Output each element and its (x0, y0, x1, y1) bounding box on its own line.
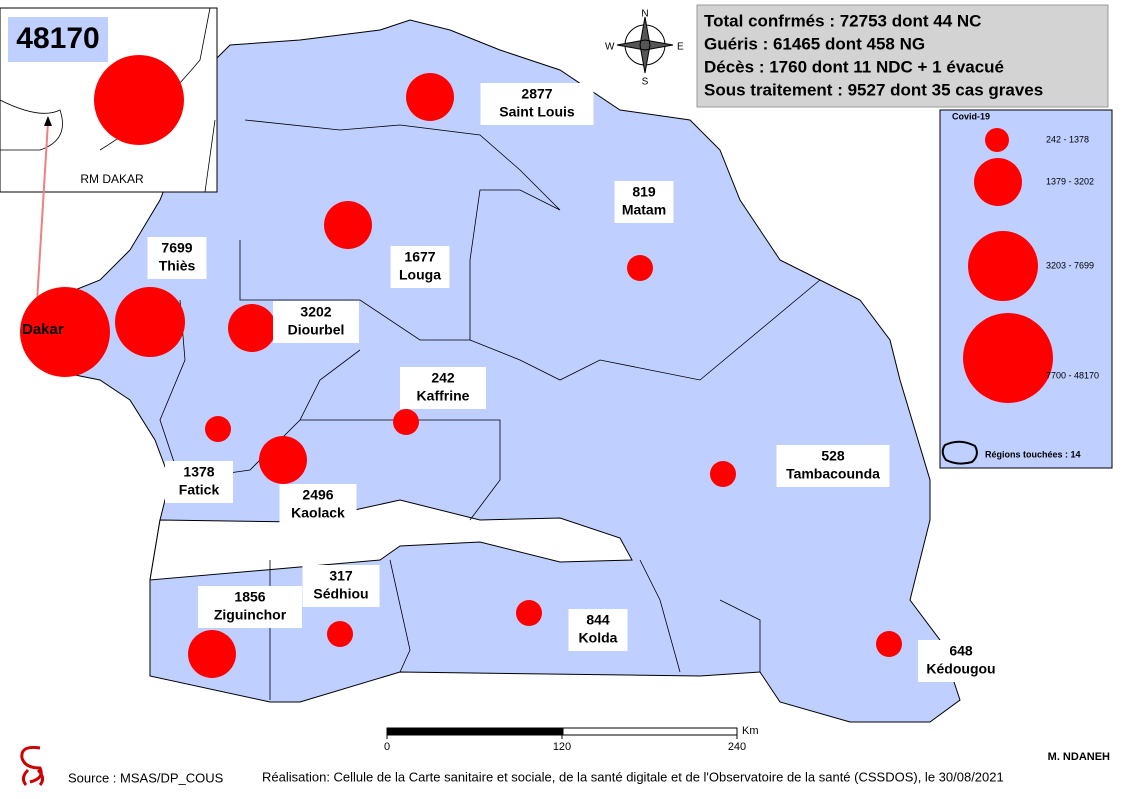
legend-circle (968, 231, 1038, 301)
scale-bar-white (562, 727, 738, 736)
region-cases: 1856 (234, 589, 265, 605)
logo (20, 746, 45, 786)
label-box (614, 181, 674, 223)
scale-bar-black (386, 727, 564, 736)
region-name: Kaolack (291, 505, 345, 521)
label-box (147, 237, 207, 279)
label-box (776, 445, 890, 487)
region-circle (115, 287, 185, 357)
label-box (568, 609, 628, 651)
inset-label: RM DAKAR (80, 172, 144, 186)
compass: N E S W (605, 9, 684, 88)
region-name: Louga (399, 267, 441, 283)
compass-e: E (677, 42, 684, 53)
compass-star (616, 16, 674, 74)
summary-line: Total confrmés : 72753 dont 44 NC (704, 11, 981, 30)
region-circle (324, 201, 372, 249)
region-circle (393, 409, 419, 435)
region-cases: 2496 (302, 487, 333, 503)
region-circle (228, 304, 276, 352)
region-name: Diourbel (288, 322, 345, 338)
region-circle (188, 630, 236, 678)
source: Source : MSAS/DP_COUS (68, 770, 224, 785)
legend-title: Covid-19 (952, 111, 990, 121)
compass-n: N (641, 9, 648, 20)
label-box (390, 246, 450, 288)
region-name: Thiès (159, 258, 196, 274)
gambia (149, 499, 633, 581)
label-box (279, 484, 357, 526)
region-name: Matam (622, 202, 666, 218)
region-circle (876, 631, 902, 657)
region-cases: 844 (586, 612, 610, 628)
region-circle (406, 73, 454, 121)
summary-box (696, 4, 1109, 108)
region-circle (259, 436, 307, 484)
legend-class: 3203 - 7699 (1046, 260, 1094, 270)
label-box (400, 367, 486, 409)
legend-footer: Régions touchées : 14 (985, 449, 1081, 459)
region-name: Tambacounda (786, 466, 880, 482)
region-circle (627, 255, 653, 281)
border (244, 119, 821, 381)
region-circle (327, 621, 353, 647)
summary-line: Décès : 1760 dont 11 NDC + 1 évacué (704, 57, 1004, 76)
legend-region-icon (941, 440, 978, 465)
inset-value: 48170 (16, 22, 99, 55)
compass-w: W (605, 42, 615, 53)
label-box (480, 83, 594, 125)
region-cases: 242 (431, 370, 455, 386)
region-cases: 819 (632, 184, 656, 200)
scale-unit: Km (742, 725, 759, 737)
legend-circle (985, 128, 1009, 152)
author: M. NDANEH (1048, 751, 1110, 763)
summary-line: Guéris : 61465 dont 458 NG (704, 34, 925, 53)
summary-line: Sous traitement : 9527 dont 35 cas grave… (704, 80, 1043, 99)
legend-circle (974, 158, 1022, 206)
region-circle (205, 416, 231, 442)
label-box (302, 565, 380, 607)
region-cases: 3202 (300, 304, 331, 320)
region-cases: 1677 (404, 249, 435, 265)
label-box (273, 301, 359, 343)
dakar-circle (20, 287, 110, 377)
dakar-label: Dakar (22, 321, 64, 338)
legend-class: 242 - 1378 (1046, 134, 1089, 144)
region-cases: 2877 (521, 86, 552, 102)
border (239, 240, 470, 341)
region-cases: 528 (821, 448, 845, 464)
region-cases: 648 (949, 643, 973, 659)
scale-tick-label: 240 (728, 741, 746, 753)
legend-circle (963, 313, 1053, 403)
region-name: Ziguinchor (214, 607, 287, 623)
region-name: Kédougou (926, 661, 995, 677)
region-name: Sédhiou (313, 586, 368, 602)
summary: Total confrmés : 72753 dont 44 NC Guéris … (704, 11, 1043, 99)
legend-class: 1379 - 3202 (1046, 176, 1094, 186)
region-circle (516, 600, 542, 626)
border (269, 559, 761, 700)
region-circle (710, 461, 736, 487)
scale-tick-label: 0 (384, 741, 390, 753)
region-name: Saint Louis (499, 104, 575, 120)
region-name: Kolda (579, 630, 618, 646)
region-cases: 7699 (161, 240, 192, 256)
label-box (918, 640, 1004, 682)
compass-s: S (642, 77, 649, 88)
label-box (198, 586, 302, 628)
marks: Dakar 2877 Saint Louis 819 Matam 1677 Louga 769… (20, 55, 1099, 682)
region-name: Kaffrine (417, 388, 470, 404)
leader-line (35, 121, 49, 319)
label-box (165, 461, 233, 503)
region-cases: 317 (329, 568, 353, 584)
inset-value-box (8, 17, 108, 62)
region-cases: 1378 (183, 464, 214, 480)
legend-class: 7700 - 48170 (1046, 370, 1099, 380)
region-name: Fatick (179, 482, 220, 498)
credit: Réalisation: Cellule de la Carte sanitai… (262, 769, 1004, 784)
scale-tick-label: 120 (553, 741, 571, 753)
arrow-head (44, 116, 52, 126)
inset-circle (94, 55, 184, 145)
